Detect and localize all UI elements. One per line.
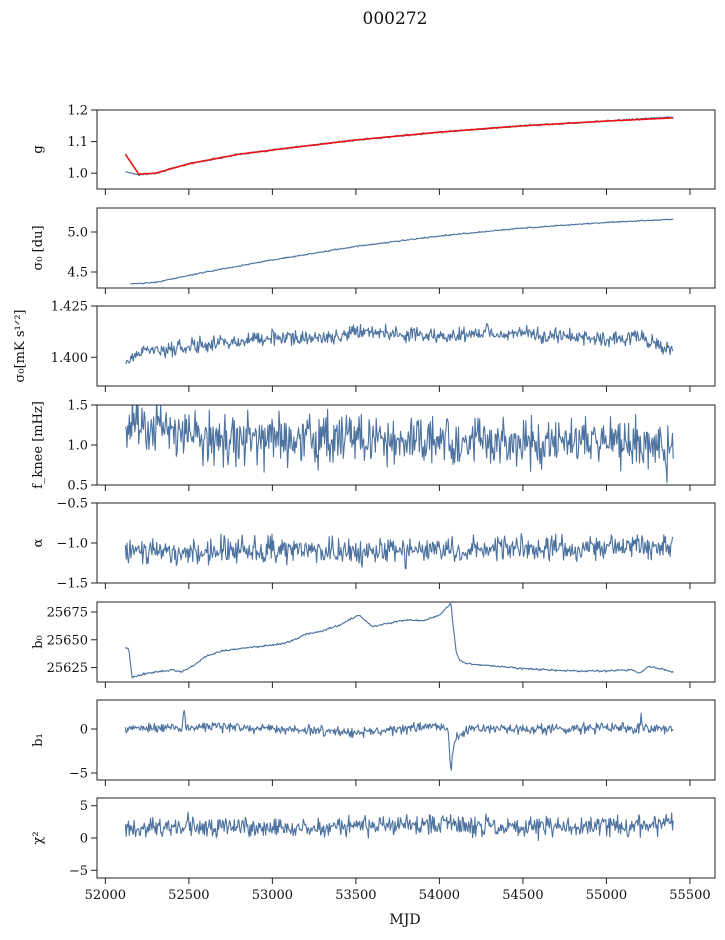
x-tick-label: 54500 [502,888,543,903]
subplot-4: 0.5 1.0 1.5 f_knee [mHz] [31,399,716,494]
y-tick-label: 1.400 [51,351,88,366]
subplot-panels: 1.0 1.1 1.2 g 4.5 5.0 σ₀ [du] 1.400 1.425 σ₀[mK s… [13,104,716,903]
y-tick-label: 4.5 [67,266,88,281]
x-tick-label: 55500 [669,888,710,903]
axes-frame [96,502,716,584]
axes-frame [96,109,716,190]
axes-frame [96,207,716,289]
y-tick-label: 25675 [47,606,88,621]
axes-frame [96,305,716,387]
y-tick-label: 1.5 [67,399,88,414]
x-tick-label: 55000 [586,888,627,903]
y-tick-label: 1.1 [67,135,88,150]
y-axis-label: σ₀[mK s¹ᐟ²] [13,310,28,383]
y-tick-label: −1.0 [56,537,88,552]
y-axis-label: f_knee [mHz] [31,401,46,489]
x-tick-label: 52500 [168,888,209,903]
axes-frame [96,404,716,486]
subplot-2: 4.5 5.0 σ₀ [du] [31,207,716,294]
y-tick-label: 0 [80,723,88,738]
axes-frame [96,699,716,781]
x-tick-label: 53500 [335,888,376,903]
y-tick-label: 1.0 [67,167,88,182]
y-tick-label: 1.0 [67,439,88,454]
y-tick-label: 25650 [47,633,88,648]
series-line [124,532,674,570]
y-axis-label: χ² [31,831,46,844]
series-line [124,709,674,771]
series-line [125,323,674,365]
y-tick-label: 0.5 [67,479,88,494]
fit-line [124,117,674,175]
y-tick-label: 0 [80,832,88,847]
y-tick-label: 1.425 [51,300,88,315]
x-tick-label: 52000 [85,888,126,903]
y-axis-label: g [31,145,46,153]
y-tick-label: 25625 [47,661,88,676]
series-line [124,405,674,484]
series-line [130,218,674,285]
x-axis-label: MJD [389,912,420,928]
y-tick-label: 5.0 [67,226,88,241]
y-tick-label: 1.2 [67,104,88,119]
y-tick-label: −5 [69,766,88,781]
series-line [124,811,674,842]
y-tick-label: −0.5 [56,497,88,512]
subplot-3: 1.400 1.425 σ₀[mK s¹ᐟ²] [13,300,716,392]
subplot-7: −5 0 b₁ [31,699,716,786]
y-axis-label: α [31,538,46,547]
axes-frame [96,797,716,879]
figure-title: 000272 [363,9,428,29]
y-tick-label: −1.5 [56,577,88,592]
subplot-1: 1.0 1.1 1.2 g [31,104,716,195]
x-tick-label: 53000 [252,888,293,903]
y-axis-label: b₀ [31,635,46,649]
series-line [125,116,674,177]
axes-frame [96,601,716,683]
subplot-5: −1.5 −1.0 −0.5 α [31,497,716,592]
series-line [124,602,674,679]
y-tick-label: −5 [69,864,88,879]
y-axis-label: b₁ [31,733,46,747]
subplot-8: −5 0 5 52000 52500 53000 53500 54000 54500 55000 5… [31,797,716,903]
x-tick-label: 54000 [419,888,460,903]
y-tick-label: 5 [80,799,88,814]
y-axis-label: σ₀ [du] [31,225,46,270]
